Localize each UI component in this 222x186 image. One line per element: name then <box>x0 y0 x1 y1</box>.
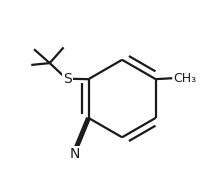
Text: CH₃: CH₃ <box>173 72 196 85</box>
Text: N: N <box>69 147 80 161</box>
Text: S: S <box>63 72 72 86</box>
